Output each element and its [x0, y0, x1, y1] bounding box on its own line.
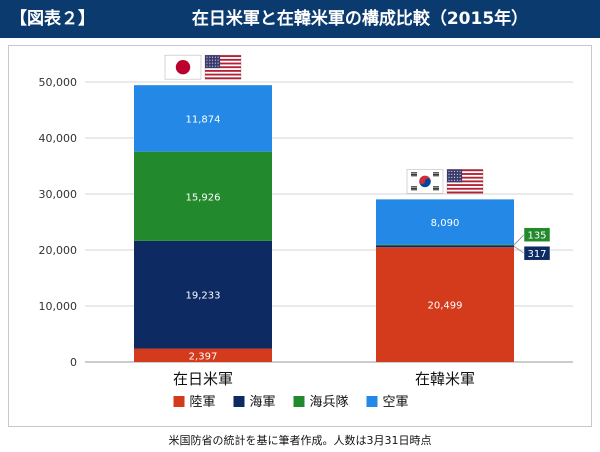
data-label: 11,874	[186, 114, 221, 125]
figure-label: 【図表２】	[10, 9, 95, 29]
y-tick-label: 50,000	[39, 76, 78, 89]
bar-segment	[376, 244, 514, 246]
bar-segment	[376, 199, 514, 245]
data-label: 15,926	[186, 192, 221, 203]
bar-segment	[134, 151, 272, 241]
usa-flag	[204, 54, 242, 80]
y-tick-label: 30,000	[39, 188, 78, 201]
usa-flag	[446, 169, 484, 194]
callout-box	[523, 245, 551, 261]
bar-segment	[376, 245, 514, 248]
callout-label: 135	[527, 231, 546, 242]
y-tick-label: 20,000	[39, 244, 78, 257]
y-tick-label: 10,000	[39, 300, 78, 313]
callout-box	[523, 227, 551, 242]
chart-title: 在日米軍と在韓米軍の構成比較（2015年）	[191, 9, 529, 29]
legend-swatch	[293, 396, 305, 407]
legend-label: 海兵隊	[310, 394, 349, 410]
callout-label: 317	[527, 249, 546, 260]
callout-line	[513, 234, 525, 246]
bar-segment	[376, 247, 514, 362]
data-label: 8,090	[431, 218, 460, 229]
legend-swatch	[173, 396, 185, 407]
chart-frame: 0 10,000 20,000 30,000 40,000 50,000 2,397 19,2…	[8, 45, 592, 427]
header-bar: 【図表２】 在日米軍と在韓米軍の構成比較（2015年）	[0, 0, 600, 38]
y-tick-label: 0	[70, 356, 77, 369]
x-category-label: 在日米軍	[173, 370, 233, 388]
legend-label: 陸軍	[190, 394, 216, 410]
callout-line	[513, 245, 525, 254]
bar-segment	[134, 348, 272, 362]
data-label: 19,233	[186, 291, 221, 302]
japan-flag	[164, 54, 202, 80]
legend-swatch	[233, 396, 245, 407]
south-korea-flag	[406, 169, 444, 194]
legend-label: 空軍	[383, 395, 409, 410]
bar-segment	[134, 240, 272, 349]
y-tick-label: 40,000	[39, 132, 78, 145]
legend-swatch	[366, 396, 378, 407]
source-note: 米国防省の統計を基に筆者作成。人数は3月31日時点	[0, 430, 600, 452]
bar-segment	[134, 85, 272, 152]
data-label: 2,397	[189, 351, 218, 362]
stacked-bar-chart: 0 10,000 20,000 30,000 40,000 50,000 2,397 19,2…	[39, 54, 573, 410]
x-category-label: 在韓米軍	[415, 370, 475, 388]
legend-label: 海軍	[250, 395, 276, 410]
data-label: 20,499	[428, 301, 463, 312]
